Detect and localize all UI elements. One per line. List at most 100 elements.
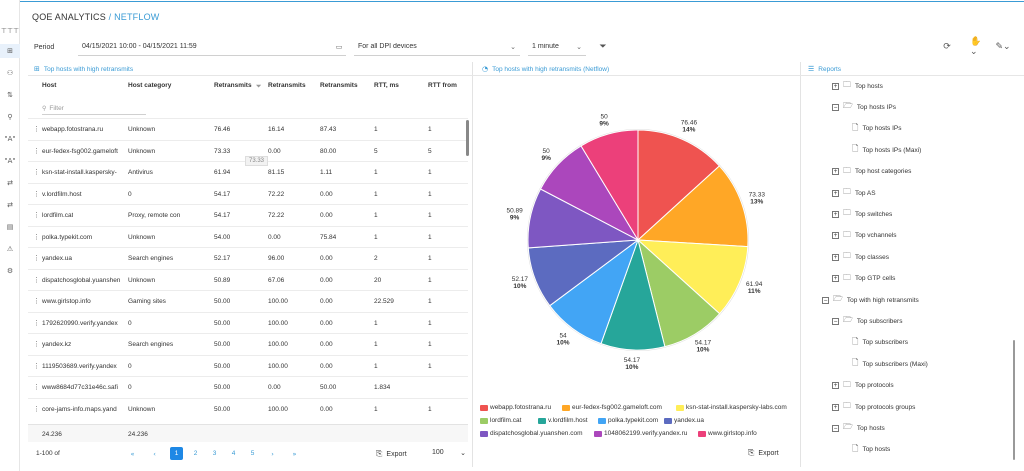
tree-node[interactable]: 🗋 Top subscribers: [852, 336, 908, 350]
expand-icon[interactable]: +: [832, 382, 839, 390]
first-page-button[interactable]: «: [130, 449, 135, 458]
tree-node[interactable]: + 🗀 Top classes: [832, 250, 889, 264]
period-field[interactable]: 04/15/2021 10:00 - 04/15/2021 11:59 ▭: [78, 38, 346, 56]
exchange-alt-icon[interactable]: ⇄: [7, 201, 13, 209]
collapse-icon[interactable]: −: [832, 424, 839, 432]
prev-page-button[interactable]: ‹: [153, 449, 156, 458]
reports-scrollbar[interactable]: [1013, 340, 1015, 460]
table-row[interactable]: ⋮ polka.typekit.com Unknown 54.00 0.00 75.84 1…: [28, 225, 468, 248]
host-filter-input[interactable]: ⚲ Filter: [42, 102, 146, 115]
chart-bars-icon[interactable]: ⊤⊤⊤: [0, 27, 20, 35]
table-row[interactable]: ⋮ 1119503689.verify.yandex 0 50.00 100.00 0.0…: [28, 354, 468, 377]
table-row[interactable]: ⋮ www8684d77c31e46c.safi 0 50.00 0.00 50.00 1.…: [28, 376, 468, 398]
tree-node[interactable]: + 🗀 Top hosts: [832, 79, 883, 93]
row-menu-icon[interactable]: ⋮: [33, 297, 40, 305]
tree-node[interactable]: − 🗁 Top hosts IPs: [832, 100, 896, 114]
chart-export-button[interactable]: ⎘ Export: [748, 448, 779, 458]
expand-icon[interactable]: +: [832, 253, 839, 261]
table-row[interactable]: ⋮ dispatchosglobal.yuanshen Unknown 50.89 67…: [28, 268, 468, 291]
traffic-icon[interactable]: ⇅: [7, 91, 13, 99]
expand-icon[interactable]: +: [832, 232, 839, 240]
legend-item[interactable]: lordfilm.cat: [480, 417, 521, 424]
row-menu-icon[interactable]: ⋮: [33, 168, 40, 176]
page-button[interactable]: 3: [212, 450, 217, 457]
table-icon[interactable]: ⊞: [0, 44, 20, 58]
bell-icon[interactable]: ⚠: [6, 245, 14, 253]
table-row[interactable]: ⋮ v.lordfilm.host 0 54.17 72.22 0.00 1 1: [28, 182, 468, 205]
expand-icon[interactable]: +: [832, 82, 839, 90]
filter-icon[interactable]: ⏷: [599, 42, 607, 52]
page-button[interactable]: 4: [231, 450, 236, 457]
page-size-select[interactable]: 100 ⌄: [432, 449, 466, 457]
page-button[interactable]: 5: [250, 450, 255, 457]
legend-item[interactable]: polka.typekit.com: [598, 417, 658, 424]
list-icon[interactable]: ▤: [6, 223, 14, 231]
sort-icon[interactable]: ⏷: [256, 82, 262, 90]
table-export-button[interactable]: ⎘ Export: [376, 449, 407, 459]
expand-icon[interactable]: +: [832, 403, 839, 411]
column-header[interactable]: RTT, ms: [374, 82, 399, 89]
table-row[interactable]: ⋮ www.girlstop.info Gaming sites 50.00 100.0…: [28, 290, 468, 312]
tree-node[interactable]: + 🗀 Top protocols groups: [832, 400, 915, 414]
pie-slice[interactable]: [580, 129, 639, 242]
hand-menu-icon[interactable]: ✋⌄: [970, 37, 982, 57]
devices-select[interactable]: For all DPI devices ⌄: [354, 38, 520, 56]
tree-node[interactable]: + 🗀 Top AS: [832, 186, 876, 200]
column-header[interactable]: Host: [42, 82, 57, 89]
interval-select[interactable]: 1 minute ⌄: [528, 38, 586, 56]
tree-node[interactable]: 🗋 Top hosts IPs: [852, 122, 901, 136]
table-row[interactable]: ⋮ eur-fedex-fsg002.gameloft Unknown 73.33 0.…: [28, 139, 468, 162]
table-row[interactable]: ⋮ 1792620990.verify.yandex 0 50.00 100.00 0.0…: [28, 311, 468, 334]
table-row[interactable]: ⋮ yandex.ua Search engines 52.17 96.00 0.00 2 1: [28, 247, 468, 269]
row-menu-icon[interactable]: ⋮: [33, 146, 40, 155]
collapse-icon[interactable]: −: [822, 296, 829, 304]
tree-node[interactable]: 🗋 Top subscribers (Maxi): [852, 357, 928, 371]
column-header[interactable]: Retransmits: [320, 82, 358, 89]
pie-slice[interactable]: [636, 239, 749, 315]
tree-node[interactable]: 🗋 Top hosts: [852, 443, 890, 457]
table-row[interactable]: ⋮ core-jams-info.maps.yand Unknown 50.00 100…: [28, 397, 468, 420]
tree-node[interactable]: + 🗀 Top protocols: [832, 379, 894, 393]
row-menu-icon[interactable]: ⋮: [33, 361, 40, 370]
users-icon[interactable]: ⚇: [6, 69, 14, 77]
row-menu-icon[interactable]: ⋮: [33, 275, 40, 284]
row-menu-icon[interactable]: ⋮: [33, 232, 40, 241]
column-header[interactable]: RTT from: [428, 82, 457, 89]
table-scrollbar[interactable]: [466, 120, 469, 156]
calendar-icon[interactable]: ▭: [335, 42, 343, 51]
row-menu-icon[interactable]: ⋮: [33, 340, 40, 348]
legend-item[interactable]: www.girlstop.info: [698, 430, 757, 437]
last-page-button[interactable]: »: [292, 449, 297, 458]
legend-item[interactable]: webapp.fotostrana.ru: [480, 404, 551, 411]
row-menu-icon[interactable]: ⋮: [33, 125, 40, 133]
legend-item[interactable]: ksn-stat-install.kaspersky-labs.com: [676, 404, 787, 411]
refresh-icon[interactable]: ⟳: [943, 42, 951, 52]
column-header[interactable]: Retransmits: [268, 82, 306, 89]
row-menu-icon[interactable]: ⋮: [33, 318, 40, 327]
legend-item[interactable]: yandex.ua: [664, 417, 704, 424]
tree-node[interactable]: − 🗁 Top with high retransmits: [822, 293, 919, 307]
tree-node[interactable]: + 🗀 Top host categories: [832, 165, 911, 179]
tree-node[interactable]: + 🗀 Top switches: [832, 207, 892, 221]
next-page-button[interactable]: ›: [271, 449, 274, 458]
legend-item[interactable]: 1048062199.verify.yandex.ru: [594, 430, 687, 437]
row-menu-icon[interactable]: ⋮: [33, 383, 40, 391]
text-a-icon[interactable]: "A": [4, 135, 16, 143]
collapse-icon[interactable]: −: [832, 317, 839, 325]
table-row[interactable]: ⋮lordfilm.cat Proxy, remote control 54.17 7…: [28, 204, 468, 226]
tree-node[interactable]: − 🗁 Top subscribers: [832, 314, 902, 328]
pie-slice[interactable]: [636, 165, 749, 248]
table-row[interactable]: ⋮ yandex.kz Search engines 50.00 100.00 0.00 1…: [28, 333, 468, 355]
tree-node[interactable]: + 🗀 Top vchannels: [832, 229, 897, 243]
legend-item[interactable]: eur-fedex-fsg002.gameloft.com: [562, 404, 662, 411]
expand-icon[interactable]: +: [832, 189, 839, 197]
row-menu-icon[interactable]: ⋮: [33, 404, 40, 413]
pie-slice[interactable]: [637, 129, 721, 242]
tree-node[interactable]: + 🗀 Top GTP cells: [832, 272, 895, 286]
row-menu-icon[interactable]: ⋮: [33, 211, 40, 219]
legend-item[interactable]: dispatchosglobal.yuanshen.com: [480, 430, 583, 437]
legend-item[interactable]: v.lordfilm.host: [538, 417, 588, 424]
brush-menu-icon[interactable]: ✎⌄: [995, 42, 1011, 52]
column-header[interactable]: Retransmits: [214, 82, 252, 89]
column-header[interactable]: Host category: [128, 82, 172, 89]
